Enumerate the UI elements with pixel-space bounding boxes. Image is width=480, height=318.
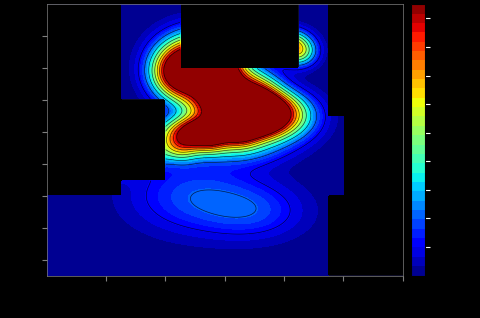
X-axis label: longitude: longitude: [195, 301, 254, 314]
Y-axis label: latitude: latitude: [4, 116, 17, 164]
